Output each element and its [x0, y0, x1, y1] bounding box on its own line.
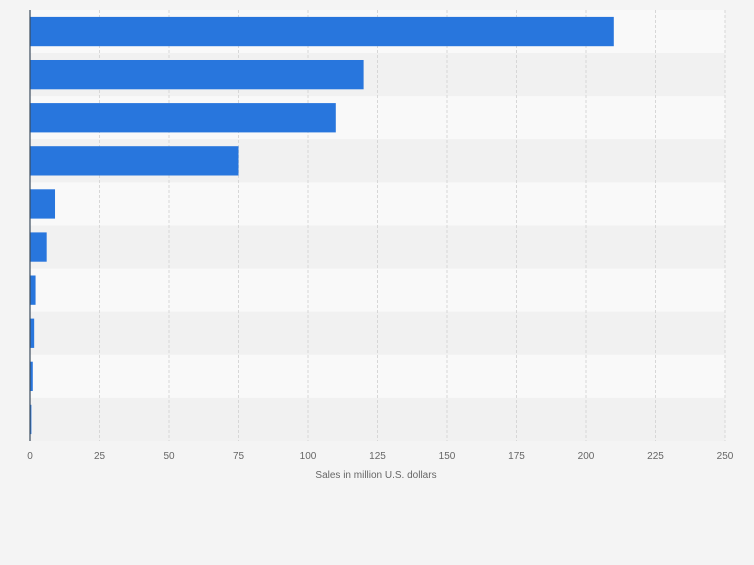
x-tick-label: 125 — [369, 451, 386, 462]
x-axis-label: Sales in million U.S. dollars — [315, 470, 436, 481]
row-band — [30, 182, 725, 226]
bar — [30, 361, 33, 392]
x-tick-label: 75 — [233, 451, 245, 462]
x-tick-label: 25 — [94, 451, 106, 462]
x-tick-label: 175 — [508, 451, 525, 462]
bar — [30, 103, 336, 133]
bar — [30, 318, 35, 348]
x-tick-label: 150 — [439, 451, 456, 462]
bar — [30, 189, 56, 219]
x-tick-labels: 0 25 50 75 100 125 150 175 200 225 250 — [27, 451, 734, 462]
bar — [30, 59, 364, 90]
x-tick-label: 200 — [578, 451, 595, 462]
bars — [30, 16, 614, 435]
row-band — [30, 311, 725, 355]
bar — [30, 404, 32, 435]
bar — [30, 275, 36, 305]
bar — [30, 16, 614, 47]
bar — [30, 146, 239, 176]
bar — [30, 232, 47, 262]
row-band — [30, 397, 725, 441]
x-tick-label: 100 — [300, 451, 317, 462]
x-tick-label: 50 — [163, 451, 175, 462]
x-tick-label: 225 — [647, 451, 664, 462]
x-tick-label: 0 — [27, 451, 33, 462]
x-tick-label: 250 — [717, 451, 734, 462]
